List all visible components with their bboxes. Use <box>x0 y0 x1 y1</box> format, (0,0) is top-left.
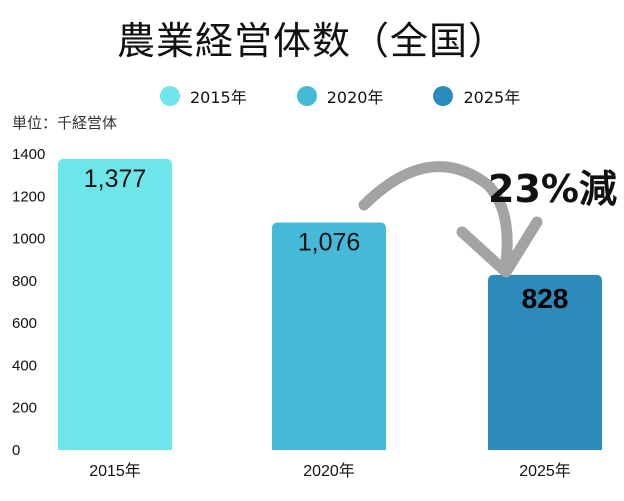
y-tick-label: 200 <box>12 400 37 417</box>
data-label-2020年: 1,076 <box>298 229 361 257</box>
legend-item-2020: 2020年 <box>296 84 384 108</box>
legend-label-2025: 2025年 <box>463 88 521 107</box>
x-category-label: 2025年 <box>519 462 571 480</box>
legend-item-2015: 2015年 <box>160 84 247 108</box>
y-tick-label: 400 <box>12 357 37 374</box>
legend: 2015年 2020年 2025年 <box>160 84 520 108</box>
data-label-2025年: 828 <box>522 283 569 314</box>
legend-item-2025: 2025年 <box>433 84 520 108</box>
y-tick-label: 1400 <box>12 146 45 163</box>
chart-title: 農業経営体数（全国） <box>116 19 507 63</box>
bar-2015年 <box>58 158 172 450</box>
legend-swatch-2020 <box>296 86 317 106</box>
y-tick-label: 1000 <box>12 231 45 248</box>
bar-2025年 <box>488 274 602 450</box>
unit-label: 単位：千経営体 <box>12 114 118 132</box>
x-category-label: 2015年 <box>89 462 141 480</box>
y-tick-label: 600 <box>12 315 37 332</box>
curved-arrow-shaft <box>358 161 513 268</box>
legend-swatch-2015 <box>160 86 180 106</box>
y-tick-label: 800 <box>12 273 37 290</box>
legend-swatch-2025 <box>433 86 454 106</box>
annotation-decrease: 23%減 <box>488 167 617 211</box>
bar-2020年 <box>272 222 386 450</box>
legend-label-2015: 2015年 <box>190 88 247 107</box>
x-category-label: 2020年 <box>303 462 355 480</box>
arrow-head-icon <box>456 216 543 278</box>
y-tick-label: 0 <box>12 442 20 459</box>
data-label-2015年: 1,377 <box>84 165 147 193</box>
y-tick-label: 1200 <box>12 188 45 205</box>
legend-label-2020: 2020年 <box>326 88 384 107</box>
